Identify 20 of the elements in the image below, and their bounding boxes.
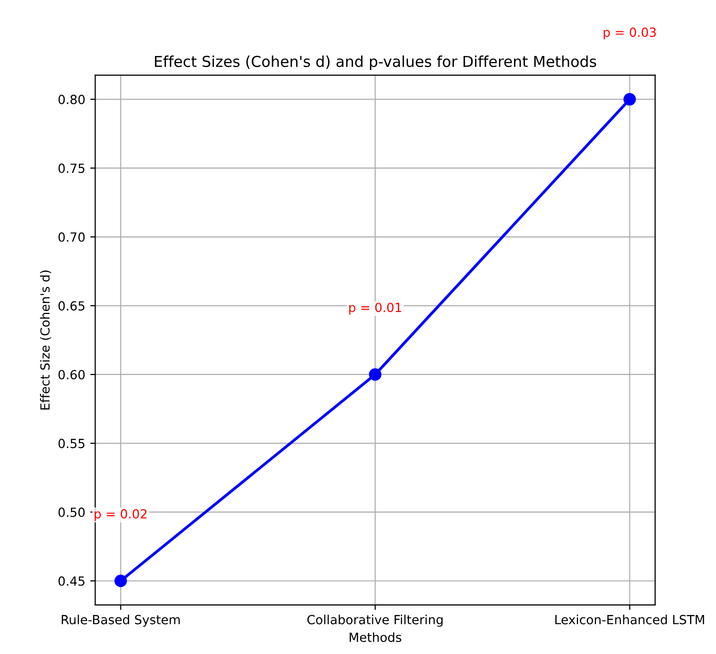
point — [114, 574, 127, 588]
y-tick-label: 0.75 — [58, 164, 84, 174]
x-axis-title: Methods — [350, 632, 402, 642]
y-tick-label: 0.45 — [58, 576, 84, 586]
point — [368, 368, 382, 381]
chart-title: Effect Sizes (Cohen's d) and p-values for Different Methods — [154, 55, 596, 70]
y-tick-label: 0.65 — [58, 301, 84, 311]
y-tick-label: 0.80 — [58, 94, 85, 104]
x-tick-label: Rule-Based System — [62, 614, 180, 627]
y-tick-label: 0.60 — [58, 370, 85, 380]
y-tick-label: 0.70 — [58, 232, 85, 242]
x-tick-label: Collaborative Filtering — [307, 614, 443, 627]
text: p = 0.03 — [604, 28, 656, 40]
y-tick-label: 0.55 — [58, 438, 84, 448]
annotation: p = 0.02 — [94, 509, 147, 521]
y-axis-title: Effect Size (Cohen's d) — [40, 270, 52, 410]
x-tick-label: Lexicon-Enhanced LSTM — [555, 614, 704, 624]
annotation: p = 0.01 — [349, 302, 402, 315]
y-tick-label: 0.50 — [58, 508, 85, 517]
point — [623, 93, 636, 106]
